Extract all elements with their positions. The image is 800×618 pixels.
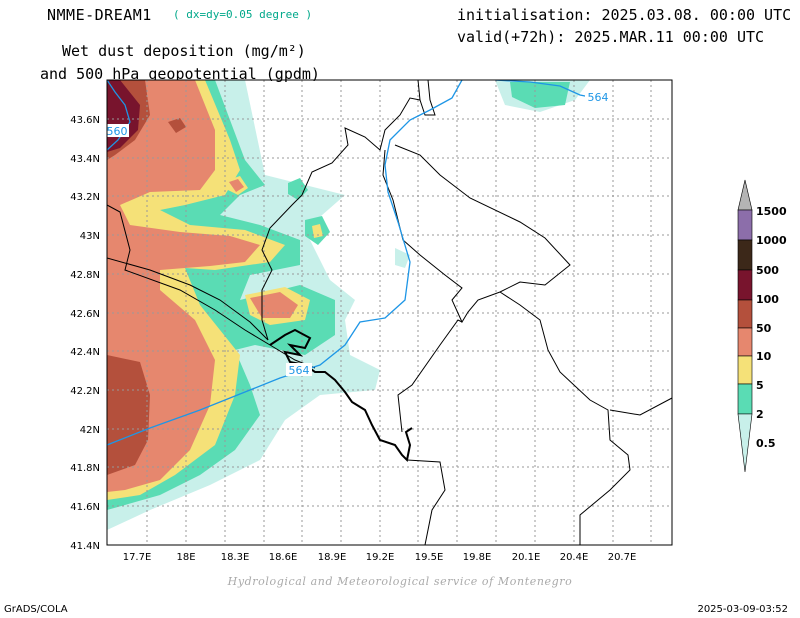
lon-label: 19.5E [415,552,444,563]
lat-label: 43.4N [70,154,100,165]
contour-label-group: 564 564 560 [107,90,611,377]
lon-label: 17.7E [123,552,152,563]
lat-label: 41.4N [70,541,100,552]
lat-label: 42N [80,425,100,436]
country-borders [107,80,672,545]
render-timestamp: 2025-03-09-03:52 [697,604,788,615]
legend-swatch-100 [737,269,753,301]
map-title-line2: and 500 hPa geopotential (gpdm) [40,65,320,83]
software-label: GrADS/COLA [4,604,68,615]
latitude-labels: 43.6N 43.4N 43.2N 43N 42.8N 42.6N 42.4N … [70,115,100,552]
legend-swatch-10 [737,327,753,357]
lat-label: 41.8N [70,463,100,474]
legend-swatch-500 [737,239,753,271]
lon-label: 19.8E [463,552,492,563]
initialisation-time: initialisation: 2025.03.08. 00:00 UTC [457,6,792,24]
resolution-note: ( dx=dy=0.05 degree ) [173,8,313,21]
dust-band-2-n [510,82,570,108]
lat-label: 42.2N [70,386,100,397]
lat-label: 42.6N [70,309,100,320]
legend-swatch-5 [737,355,753,385]
longitude-labels: 17.7E 18E 18.3E 18.6E 18.9E 19.2E 19.5E … [123,552,637,563]
lat-label: 43.2N [70,192,100,203]
legend-label: 5 [756,379,764,392]
lon-label: 20.1E [512,552,541,563]
legend-label: 50 [756,322,772,335]
coordinate-grid [107,80,672,545]
credit-line: Hydrological and Meteorological service … [227,575,573,588]
legend-swatch-2 [737,383,753,415]
legend-label: 10 [756,350,772,363]
lat-label: 42.4N [70,347,100,358]
dust-band-5-d [312,224,323,238]
legend-labels: 1500 1000 500 100 50 10 5 2 0.5 [756,205,787,450]
legend-swatch-0.5 [737,413,753,473]
geopotential-contours [107,80,591,446]
legend-swatch-50 [737,299,753,329]
contour-label: 564 [289,364,310,377]
contour-label: 564 [588,91,609,104]
coastline [269,328,413,463]
lon-label: 18.3E [221,552,250,563]
dust-band-10-c [229,179,244,192]
lon-label: 18E [176,552,195,563]
map-title-line1: Wet dust deposition (mg/m²) [62,42,306,60]
lon-label: 20.7E [608,552,637,563]
dust-band-50 [107,355,150,475]
color-legend [737,179,753,473]
lat-label: 41.6N [70,502,100,513]
model-name: NMME-DREAM1 [47,6,152,24]
legend-label: 1500 [756,205,787,218]
legend-label: 2 [756,408,764,421]
lat-label: 43.6N [70,115,100,126]
legend-label: 0.5 [756,437,776,450]
legend-label: 100 [756,293,779,306]
lon-label: 18.9E [318,552,347,563]
lon-label: 20.4E [560,552,589,563]
dust-band-0.5-e [395,248,410,268]
legend-label: 1000 [756,234,787,247]
dust-band-50-c [168,118,186,133]
dust-band-2-a [288,178,308,200]
legend-label: 500 [756,264,779,277]
legend-swatch-1000 [737,209,753,241]
lon-label: 19.2E [366,552,395,563]
lon-label: 18.6E [269,552,298,563]
dust-field [107,80,590,530]
lat-label: 43N [80,231,100,242]
map-frame [106,79,673,546]
legend-swatch-1500 [737,179,753,211]
contour-label: 560 [107,125,128,138]
lat-label: 42.8N [70,270,100,281]
valid-time: valid(+72h): 2025.MAR.11 00:00 UTC [457,28,765,46]
